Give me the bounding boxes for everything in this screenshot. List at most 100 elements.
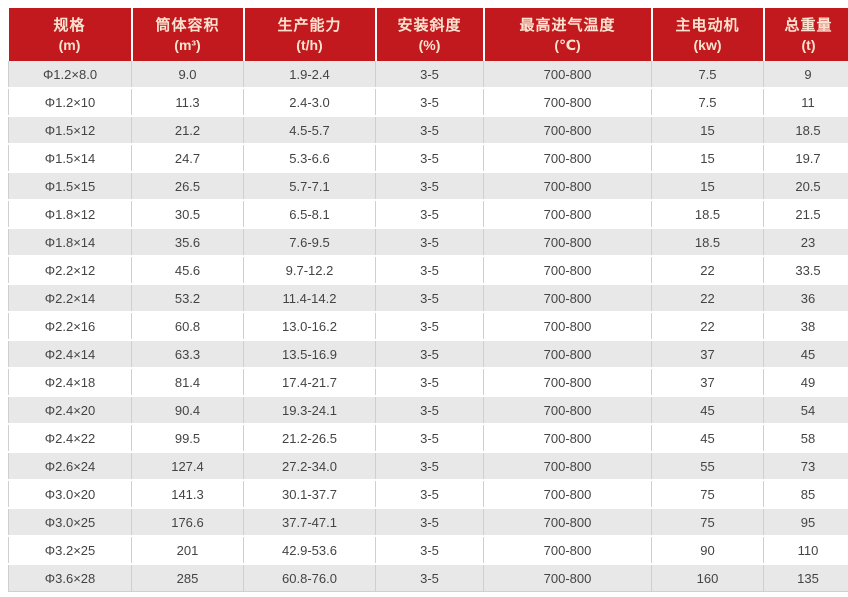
cell-主电动机: 45 bbox=[651, 424, 764, 453]
table-row: Φ1.8×12 30.5 6.5-8.1 3-5 700-800 18.5 21.5 bbox=[8, 200, 848, 229]
cell-主电动机: 18.5 bbox=[651, 200, 764, 229]
cell-筒体容积: 141.3 bbox=[131, 480, 244, 509]
cell-生产能力: 21.2-26.5 bbox=[243, 424, 376, 453]
cell-规格: Φ1.2×8.0 bbox=[8, 61, 132, 89]
column-header: 规格 (m) bbox=[8, 8, 133, 61]
table-header: 规格 (m) 筒体容积 (m³) 生产能力 (t/h) 安装斜度 (%) 最高进气温度 (℃) 主电… bbox=[8, 8, 848, 61]
column-title: 筒体容积 bbox=[155, 16, 220, 34]
cell-主电动机: 37 bbox=[651, 368, 764, 397]
cell-规格: Φ3.6×28 bbox=[8, 564, 132, 592]
cell-生产能力: 42.9-53.6 bbox=[243, 536, 376, 565]
cell-筒体容积: 81.4 bbox=[131, 368, 244, 397]
cell-规格: Φ2.2×14 bbox=[8, 284, 132, 313]
column-title: 生产能力 bbox=[277, 16, 342, 34]
cell-安装斜度: 3-5 bbox=[375, 172, 484, 201]
cell-规格: Φ1.8×14 bbox=[8, 228, 132, 257]
cell-主电动机: 22 bbox=[651, 284, 764, 313]
cell-主电动机: 37 bbox=[651, 340, 764, 369]
cell-主电动机: 15 bbox=[651, 172, 764, 201]
cell-生产能力: 5.3-6.6 bbox=[243, 144, 376, 173]
cell-安装斜度: 3-5 bbox=[375, 340, 484, 369]
cell-主电动机: 55 bbox=[651, 452, 764, 481]
table-row: Φ3.0×25 176.6 37.7-47.1 3-5 700-800 75 95 bbox=[8, 508, 848, 537]
cell-安装斜度: 3-5 bbox=[375, 312, 484, 341]
cell-安装斜度: 3-5 bbox=[375, 424, 484, 453]
column-unit: (m³) bbox=[174, 36, 201, 53]
cell-总重量: 36 bbox=[763, 284, 848, 313]
cell-主电动机: 90 bbox=[651, 536, 764, 565]
cell-规格: Φ1.5×15 bbox=[8, 172, 132, 201]
cell-安装斜度: 3-5 bbox=[375, 61, 484, 89]
cell-筒体容积: 201 bbox=[131, 536, 244, 565]
cell-筒体容积: 35.6 bbox=[131, 228, 244, 257]
cell-规格: Φ2.2×16 bbox=[8, 312, 132, 341]
cell-规格: Φ1.5×12 bbox=[8, 116, 132, 145]
cell-安装斜度: 3-5 bbox=[375, 396, 484, 425]
cell-总重量: 58 bbox=[763, 424, 848, 453]
cell-安装斜度: 3-5 bbox=[375, 116, 484, 145]
cell-主电动机: 15 bbox=[651, 144, 764, 173]
cell-主电动机: 7.5 bbox=[651, 61, 764, 89]
cell-筒体容积: 30.5 bbox=[131, 200, 244, 229]
cell-主电动机: 7.5 bbox=[651, 88, 764, 117]
column-header: 总重量 (t) bbox=[763, 8, 848, 61]
cell-筒体容积: 99.5 bbox=[131, 424, 244, 453]
cell-生产能力: 1.9-2.4 bbox=[243, 61, 376, 89]
cell-生产能力: 4.5-5.7 bbox=[243, 116, 376, 145]
cell-生产能力: 2.4-3.0 bbox=[243, 88, 376, 117]
cell-总重量: 110 bbox=[763, 536, 848, 565]
table-row: Φ3.6×28 285 60.8-76.0 3-5 700-800 160 135 bbox=[8, 564, 848, 592]
cell-生产能力: 60.8-76.0 bbox=[243, 564, 376, 592]
cell-规格: Φ1.8×12 bbox=[8, 200, 132, 229]
column-unit: (m) bbox=[58, 36, 81, 53]
cell-规格: Φ2.4×14 bbox=[8, 340, 132, 369]
column-unit: (t) bbox=[801, 36, 816, 53]
cell-规格: Φ2.4×20 bbox=[8, 396, 132, 425]
cell-安装斜度: 3-5 bbox=[375, 144, 484, 173]
cell-生产能力: 5.7-7.1 bbox=[243, 172, 376, 201]
cell-筒体容积: 285 bbox=[131, 564, 244, 592]
table-body: Φ1.2×8.0 9.0 1.9-2.4 3-5 700-800 7.5 9 Φ1.2×10 1… bbox=[8, 61, 848, 592]
column-title: 总重量 bbox=[784, 16, 833, 34]
cell-筒体容积: 24.7 bbox=[131, 144, 244, 173]
cell-最高进气温度: 700-800 bbox=[483, 200, 652, 229]
table-row: Φ2.2×16 60.8 13.0-16.2 3-5 700-800 22 38 bbox=[8, 312, 848, 341]
cell-安装斜度: 3-5 bbox=[375, 284, 484, 313]
cell-主电动机: 160 bbox=[651, 564, 764, 592]
cell-最高进气温度: 700-800 bbox=[483, 396, 652, 425]
cell-筒体容积: 90.4 bbox=[131, 396, 244, 425]
column-title: 主电动机 bbox=[675, 16, 740, 34]
cell-规格: Φ2.4×22 bbox=[8, 424, 132, 453]
cell-筒体容积: 45.6 bbox=[131, 256, 244, 285]
cell-总重量: 33.5 bbox=[763, 256, 848, 285]
cell-总重量: 73 bbox=[763, 452, 848, 481]
column-unit: (℃) bbox=[554, 36, 581, 53]
cell-最高进气温度: 700-800 bbox=[483, 256, 652, 285]
cell-安装斜度: 3-5 bbox=[375, 368, 484, 397]
cell-主电动机: 15 bbox=[651, 116, 764, 145]
cell-规格: Φ3.0×20 bbox=[8, 480, 132, 509]
table-row: Φ1.2×10 11.3 2.4-3.0 3-5 700-800 7.5 11 bbox=[8, 88, 848, 117]
cell-最高进气温度: 700-800 bbox=[483, 172, 652, 201]
column-unit: (t/h) bbox=[296, 36, 323, 53]
cell-安装斜度: 3-5 bbox=[375, 88, 484, 117]
table-row: Φ3.0×20 141.3 30.1-37.7 3-5 700-800 75 85 bbox=[8, 480, 848, 509]
cell-总重量: 95 bbox=[763, 508, 848, 537]
cell-生产能力: 13.5-16.9 bbox=[243, 340, 376, 369]
cell-总重量: 20.5 bbox=[763, 172, 848, 201]
column-title: 最高进气温度 bbox=[519, 16, 616, 34]
column-header: 筒体容积 (m³) bbox=[131, 8, 245, 61]
cell-总重量: 135 bbox=[763, 564, 848, 592]
cell-筒体容积: 63.3 bbox=[131, 340, 244, 369]
table-row: Φ2.2×14 53.2 11.4-14.2 3-5 700-800 22 36 bbox=[8, 284, 848, 313]
table-row: Φ1.5×14 24.7 5.3-6.6 3-5 700-800 15 19.7 bbox=[8, 144, 848, 173]
table-row: Φ2.4×20 90.4 19.3-24.1 3-5 700-800 45 54 bbox=[8, 396, 848, 425]
cell-筒体容积: 60.8 bbox=[131, 312, 244, 341]
cell-规格: Φ3.0×25 bbox=[8, 508, 132, 537]
cell-主电动机: 22 bbox=[651, 312, 764, 341]
cell-主电动机: 75 bbox=[651, 480, 764, 509]
table-row: Φ2.6×24 127.4 27.2-34.0 3-5 700-800 55 73 bbox=[8, 452, 848, 481]
cell-最高进气温度: 700-800 bbox=[483, 508, 652, 537]
column-title: 规格 bbox=[53, 16, 86, 34]
